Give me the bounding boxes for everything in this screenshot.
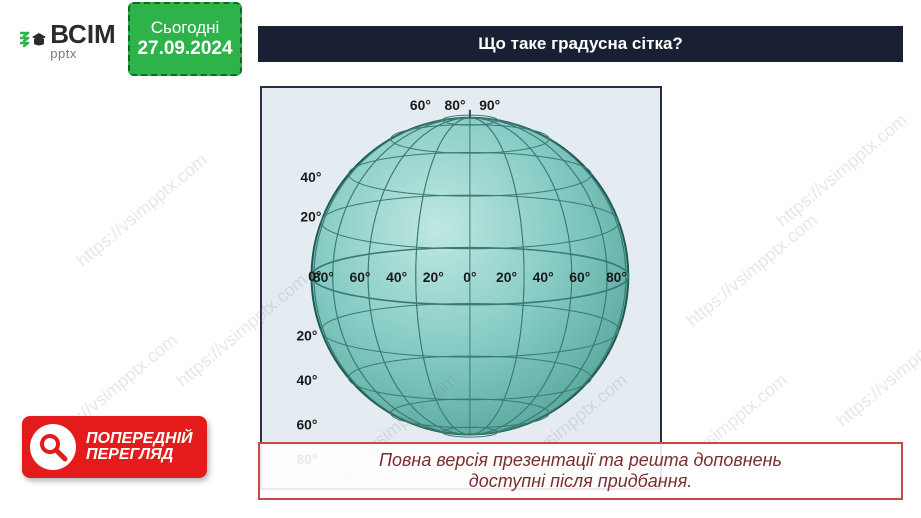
svg-text:40°: 40° bbox=[386, 269, 407, 285]
logo-brand: ВСІМ bbox=[50, 23, 115, 46]
footer-line1: Повна версія презентації та решта доповн… bbox=[379, 450, 782, 471]
svg-text:60°: 60° bbox=[569, 269, 590, 285]
footer-line2: доступні після придбання. bbox=[469, 471, 692, 492]
watermark-text: https://vsimpptx.com bbox=[772, 110, 911, 232]
svg-text:0°: 0° bbox=[308, 268, 321, 284]
preview-line2: ПЕРЕГЛЯД bbox=[86, 447, 193, 463]
logo: ВСІМ pptx bbox=[0, 0, 128, 84]
globe-diagram: 80°60°40°20°0°20°40°60°80°60°80°90°40°20… bbox=[260, 86, 662, 490]
date-today-label: Сьогодні bbox=[130, 18, 240, 38]
svg-text:20°: 20° bbox=[296, 327, 317, 343]
svg-text:80°: 80° bbox=[445, 97, 466, 113]
watermark-text: https://vsimpptx.com bbox=[72, 150, 211, 272]
svg-text:60°: 60° bbox=[350, 269, 371, 285]
svg-text:40°: 40° bbox=[533, 269, 554, 285]
svg-text:40°: 40° bbox=[300, 169, 321, 185]
footer-banner: Повна версія презентації та решта доповн… bbox=[258, 442, 903, 500]
magnifier-icon bbox=[30, 424, 76, 470]
preview-line1: ПОПЕРЕДНІЙ bbox=[86, 431, 193, 447]
svg-text:60°: 60° bbox=[296, 417, 317, 433]
watermark-text: https://vsimpptx.com bbox=[682, 210, 821, 332]
slide-title: Що таке градусна сітка? bbox=[258, 26, 903, 62]
preview-text: ПОПЕРЕДНІЙ ПЕРЕГЛЯД bbox=[86, 431, 193, 463]
svg-text:20°: 20° bbox=[300, 209, 321, 225]
svg-text:60°: 60° bbox=[410, 97, 431, 113]
date-value: 27.09.2024 bbox=[130, 38, 240, 60]
date-badge: Сьогодні 27.09.2024 bbox=[128, 2, 242, 76]
svg-text:90°: 90° bbox=[479, 97, 500, 113]
preview-badge: ПОПЕРЕДНІЙ ПЕРЕГЛЯД bbox=[22, 416, 207, 478]
svg-text:0°: 0° bbox=[463, 269, 476, 285]
svg-text:40°: 40° bbox=[296, 372, 317, 388]
svg-text:80°: 80° bbox=[606, 269, 627, 285]
svg-text:20°: 20° bbox=[423, 269, 444, 285]
svg-text:20°: 20° bbox=[496, 269, 517, 285]
logo-icon bbox=[20, 29, 46, 55]
watermark-text: https://vsimpptx.com bbox=[832, 310, 921, 432]
